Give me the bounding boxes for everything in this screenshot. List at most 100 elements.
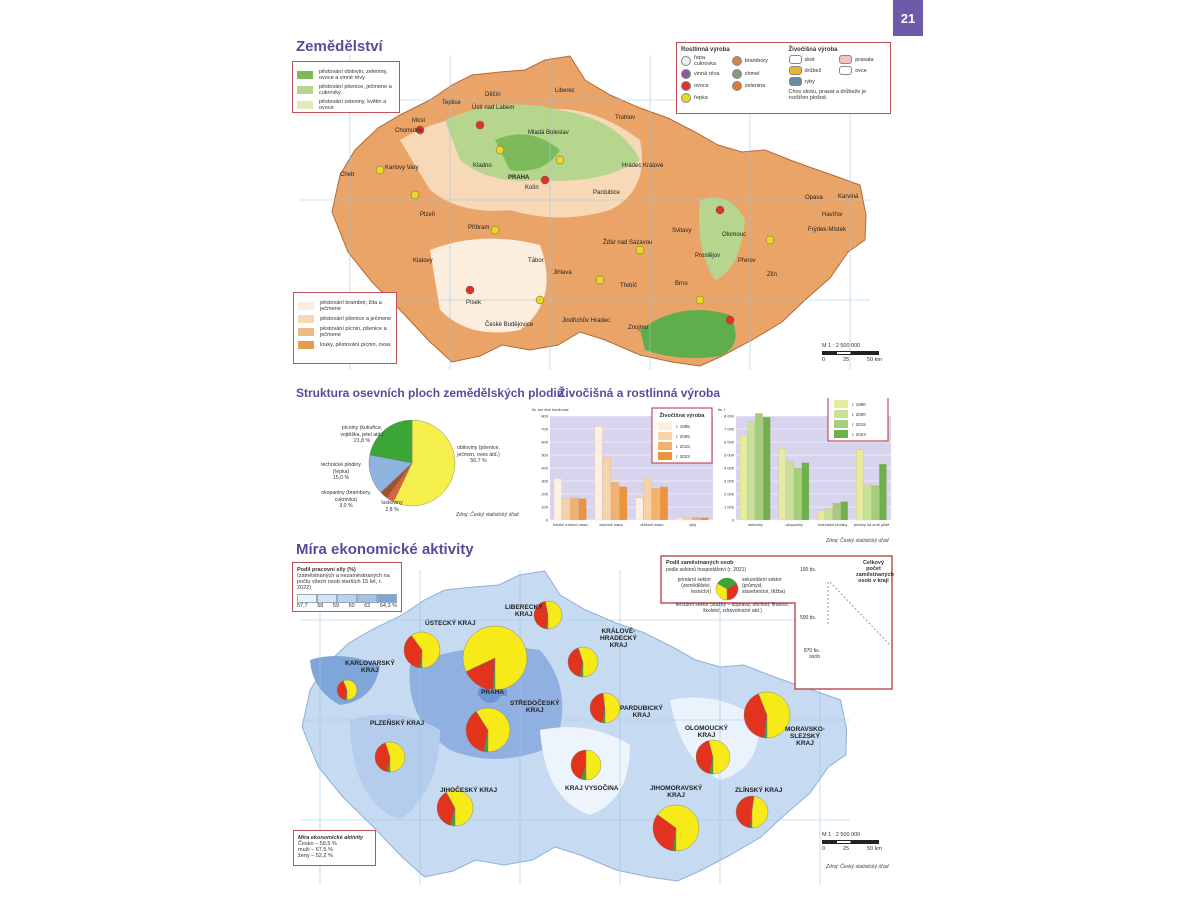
- region-pie-slice: [567, 647, 584, 677]
- animal-legend-item: skot: [788, 55, 836, 64]
- city-label: Jindřichův Hradec: [562, 318, 611, 324]
- size-legend-title: Celkový počet zaměstnaných osob v kraji: [856, 560, 894, 584]
- region-label: PRAHA: [478, 689, 508, 697]
- city-label: Prostějov: [695, 253, 721, 259]
- y-tick-label: 600: [541, 440, 548, 445]
- legend-row: pěstování pšenice a ječmene: [298, 315, 392, 323]
- city-label: Liberec: [555, 88, 575, 94]
- y-tick-label: 300: [541, 479, 548, 484]
- scale-ratio: M 1 : 2 500 000: [822, 343, 861, 349]
- activity-legend-sub: (zaměstnaných a nezaměstnaných na počtu …: [297, 573, 390, 591]
- x-tick-label: obiloviny: [748, 523, 763, 527]
- crop-symbol-icon: [415, 125, 425, 135]
- bar: [747, 421, 755, 521]
- region-south-moravia: [640, 310, 736, 358]
- city-label: Klatovy: [413, 258, 433, 264]
- bar: [739, 435, 748, 521]
- plant-symbol-icon: [681, 56, 691, 66]
- activity-summary: Míra ekonomické aktivity Česko – 59,5 % …: [293, 830, 376, 866]
- y-tick-label: 5 000: [724, 453, 735, 458]
- city-label: Most: [412, 118, 426, 124]
- bar: [659, 486, 668, 521]
- city-label: Hradec Králové: [622, 163, 664, 169]
- scale-tick: 0: [822, 357, 826, 363]
- bar: [651, 488, 660, 521]
- animal-symbol-icon: [788, 55, 802, 64]
- plant-symbol-icon: [681, 93, 691, 103]
- bar: [619, 486, 628, 521]
- y-tick-label: 0: [732, 518, 735, 523]
- animal-label: ovce: [855, 67, 867, 74]
- region-potatoes: [430, 238, 547, 333]
- economic-title: Míra ekonomické aktivity: [296, 541, 474, 558]
- bottom-scale: M 1 : 2 500 000 0 25 50 km: [822, 832, 882, 852]
- plant-symbol-icon: [681, 69, 691, 79]
- sector-legend-pie: [715, 577, 739, 601]
- animal-symbol-icon: [839, 66, 853, 75]
- legend-upland: pěstování brambor, žita a ječmene pěstová…: [293, 292, 397, 364]
- city-label: PRAHA: [508, 175, 530, 181]
- bar: [684, 517, 693, 521]
- legend-swatch: [297, 86, 313, 94]
- legend-swatch: [834, 420, 848, 428]
- legend-label: r. 2005: [676, 434, 690, 439]
- plant-legend-item: zelenina: [731, 81, 779, 91]
- bar: [562, 498, 570, 521]
- animal-legend-title: Živočišná výroba: [788, 47, 838, 53]
- summary-row: muži – 67,5 %: [298, 847, 333, 853]
- bar: [871, 485, 879, 521]
- scale-tick: 25: [842, 846, 850, 852]
- city-label: Pardubice: [593, 190, 621, 196]
- crop-symbol-icon: [595, 275, 605, 285]
- animal-symbol-icon: [839, 55, 853, 64]
- city-label: Plzeň: [420, 212, 436, 218]
- legend-title: Živočišná výroba: [660, 411, 706, 419]
- animal-legend-item: ovce: [839, 66, 886, 75]
- legend-label: pěstování pšenice a ječmene: [320, 316, 392, 322]
- x-tick-label: pícniny na orné půdě: [854, 523, 889, 527]
- bar: [778, 448, 787, 521]
- city-label: Havířov: [822, 212, 843, 218]
- animal-legend-item: prasata: [839, 55, 886, 64]
- legend-label: r. 1990: [852, 402, 866, 407]
- region-pie-slice: [545, 600, 563, 630]
- city-label: Olomouc: [722, 232, 747, 238]
- city-label: Karlovy Vary: [385, 165, 419, 171]
- region-pie-slice: [446, 789, 474, 827]
- sector-legend-sub: podle sektorů hospodářství (r. 2021): [666, 567, 747, 573]
- pie-label-name: luskoviny: [381, 500, 403, 506]
- plant-symbol-icon: [731, 56, 742, 66]
- region-pie-slice: [758, 691, 791, 739]
- scale-swatch: [357, 594, 377, 603]
- plant-label: zelenina: [744, 83, 766, 89]
- crop-symbol-icon: [765, 235, 775, 245]
- production-title: Živočišná a rostlinná výroba: [558, 386, 721, 400]
- city-label: Děčín: [485, 92, 501, 98]
- y-tick-label: 1 000: [724, 505, 735, 510]
- legend-swatch: [658, 432, 672, 440]
- pie-slice: [393, 419, 456, 507]
- city-label: Písek: [466, 300, 482, 306]
- summary-row: Česko – 59,5 %: [298, 841, 337, 847]
- region-pie-slice: [462, 625, 528, 691]
- bar: [786, 461, 794, 521]
- bar: [825, 508, 833, 521]
- agriculture-title: Zemědělství: [296, 38, 383, 55]
- x-tick-label: technické plodiny: [818, 523, 847, 527]
- legend-row: pěstování pšenice, ječmene a cukrovky: [297, 84, 395, 96]
- legend-label: pěstování pšenice, ječmene a cukrovky: [319, 84, 392, 96]
- region-pie-slice: [708, 739, 731, 775]
- scale-swatch: [377, 594, 397, 603]
- region-stredocesky: [409, 647, 563, 759]
- region-pie-slice: [695, 740, 714, 774]
- crop-symbol-icon: [475, 120, 485, 130]
- scale-label: 64,3 %: [379, 603, 397, 609]
- plant-symbol-icon: [731, 69, 742, 79]
- bar: [817, 510, 825, 521]
- x-tick-label: ryby: [689, 523, 696, 527]
- legend-label: pěstování pícnin, pšenice a ječmene: [320, 326, 387, 338]
- region-pie-slice: [602, 692, 621, 724]
- city-label: Teplice: [442, 100, 461, 106]
- legend-label: pěstování brambor, žita a ječmene: [320, 300, 382, 312]
- region-label: KARLOVARSKÝ KRAJ: [345, 660, 395, 675]
